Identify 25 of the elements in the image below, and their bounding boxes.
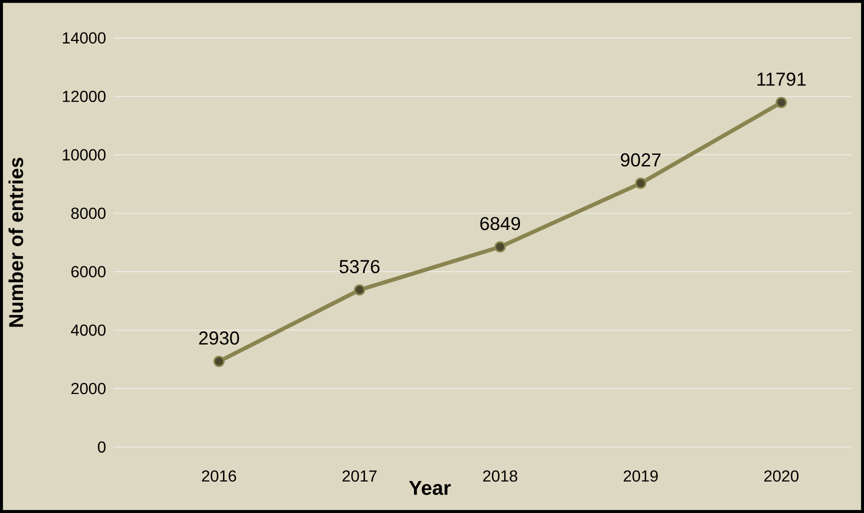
x-tick-label: 2019 (624, 470, 658, 482)
data-label: 9027 (620, 153, 661, 167)
y-tick-label: 14000 (62, 32, 106, 44)
point (776, 96, 787, 108)
y-tick-label: 0 (98, 441, 106, 453)
y-tick-label: 8000 (71, 208, 106, 219)
y-tick-label: 12000 (62, 90, 106, 102)
data-label: 5376 (340, 260, 380, 274)
y-tick-label: 10000 (62, 149, 106, 160)
data-label: 11791 (757, 72, 806, 86)
y-tick-label: 2000 (71, 382, 106, 394)
data-label: 2930 (199, 331, 240, 345)
x-tick-label: 2016 (202, 470, 236, 482)
x-tick-label: 2018 (483, 470, 518, 482)
point (494, 241, 506, 252)
x-tick-label: 2017 (342, 470, 377, 482)
y-axis-title: Number of entries (8, 158, 24, 327)
y-tick-label: 6000 (71, 266, 106, 278)
x-tick-label: 2020 (764, 470, 798, 482)
y-tick-label: 4000 (70, 324, 106, 336)
point (635, 178, 646, 189)
point (213, 356, 225, 367)
data-label: 6849 (480, 216, 520, 230)
point (354, 284, 366, 296)
x-axis-title: Year (409, 481, 451, 495)
